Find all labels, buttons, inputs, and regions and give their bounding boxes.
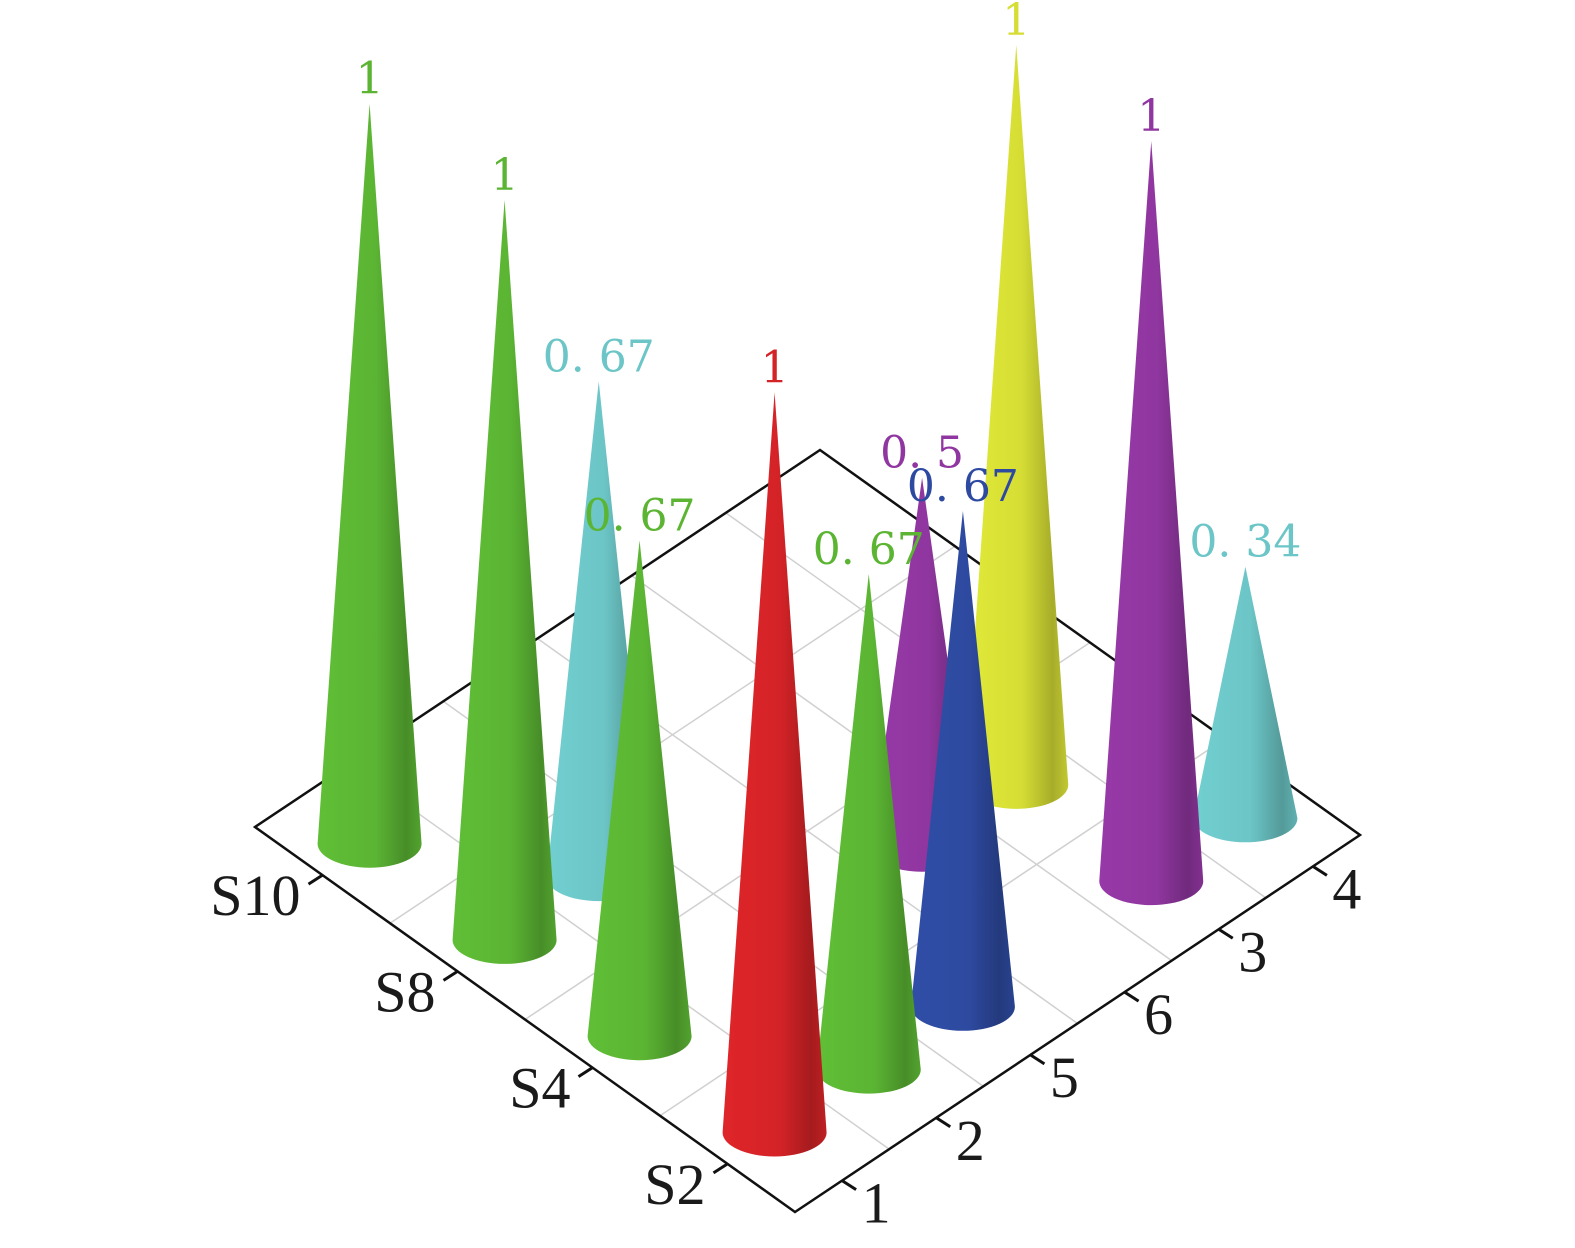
left-axis-tick-label: S10 xyxy=(210,863,300,928)
cone-value-label: 0. 5 xyxy=(880,428,964,479)
left-axis-tick xyxy=(307,873,324,886)
cone-body xyxy=(452,199,557,964)
cone-value-label: 1 xyxy=(1002,0,1030,46)
cone-value-label: 0. 67 xyxy=(813,524,925,575)
cone-value-label: 0. 67 xyxy=(584,490,696,541)
front-axis-tick-label: 3 xyxy=(1238,919,1267,984)
cone-body xyxy=(910,510,1015,1031)
cone: 1 xyxy=(964,0,1069,809)
cone: 0. 67 xyxy=(584,490,696,1061)
cone-body xyxy=(964,44,1069,809)
cone-value-label: 0. 67 xyxy=(543,331,655,382)
left-axis-tick xyxy=(442,970,459,982)
cone: 1 xyxy=(722,342,827,1157)
cone-value-label: 1 xyxy=(356,54,384,105)
cone-value-label: 1 xyxy=(491,150,519,201)
front-axis-tick xyxy=(1217,927,1234,940)
front-axis-tick-label: 5 xyxy=(1050,1045,1079,1110)
cone: 1 xyxy=(452,150,557,964)
cone-value-label: 0. 67 xyxy=(907,461,1019,512)
front-axis-tick xyxy=(1123,990,1140,1003)
left-axis-tick xyxy=(712,1162,729,1175)
cone-value-label: 1 xyxy=(761,342,789,393)
left-axis-tick-label: S4 xyxy=(509,1056,570,1121)
cone: 0. 34 xyxy=(1189,517,1301,843)
cone: 0. 67 xyxy=(907,461,1019,1031)
front-axis-tick-label: 4 xyxy=(1332,856,1361,921)
front-axis-tick xyxy=(935,1116,952,1129)
cone-value-label: 0. 34 xyxy=(1189,517,1301,568)
cone-body xyxy=(722,392,827,1157)
front-axis-tick xyxy=(1312,865,1328,877)
left-axis-tick-label: S8 xyxy=(374,959,435,1024)
cone-body xyxy=(317,103,422,868)
cone: 0. 67 xyxy=(813,524,925,1094)
front-axis-tick-label: 6 xyxy=(1144,982,1173,1047)
front-axis-tick xyxy=(841,1179,857,1191)
front-axis-tick xyxy=(1029,1053,1046,1066)
cone-value-label: 1 xyxy=(1137,91,1165,142)
front-axis-tick-label: 1 xyxy=(862,1171,891,1236)
front-axis-tick-label: 2 xyxy=(956,1108,985,1173)
left-axis-tick xyxy=(577,1066,594,1078)
cone-body xyxy=(1099,141,1204,906)
cone-body xyxy=(816,573,921,1094)
left-axis-tick-label: S2 xyxy=(644,1152,705,1217)
cone: 1 xyxy=(317,54,422,868)
cone-body xyxy=(1193,566,1298,843)
cone: 1 xyxy=(1099,91,1204,906)
floor-border xyxy=(252,448,1363,1214)
cone-body xyxy=(587,540,692,1061)
